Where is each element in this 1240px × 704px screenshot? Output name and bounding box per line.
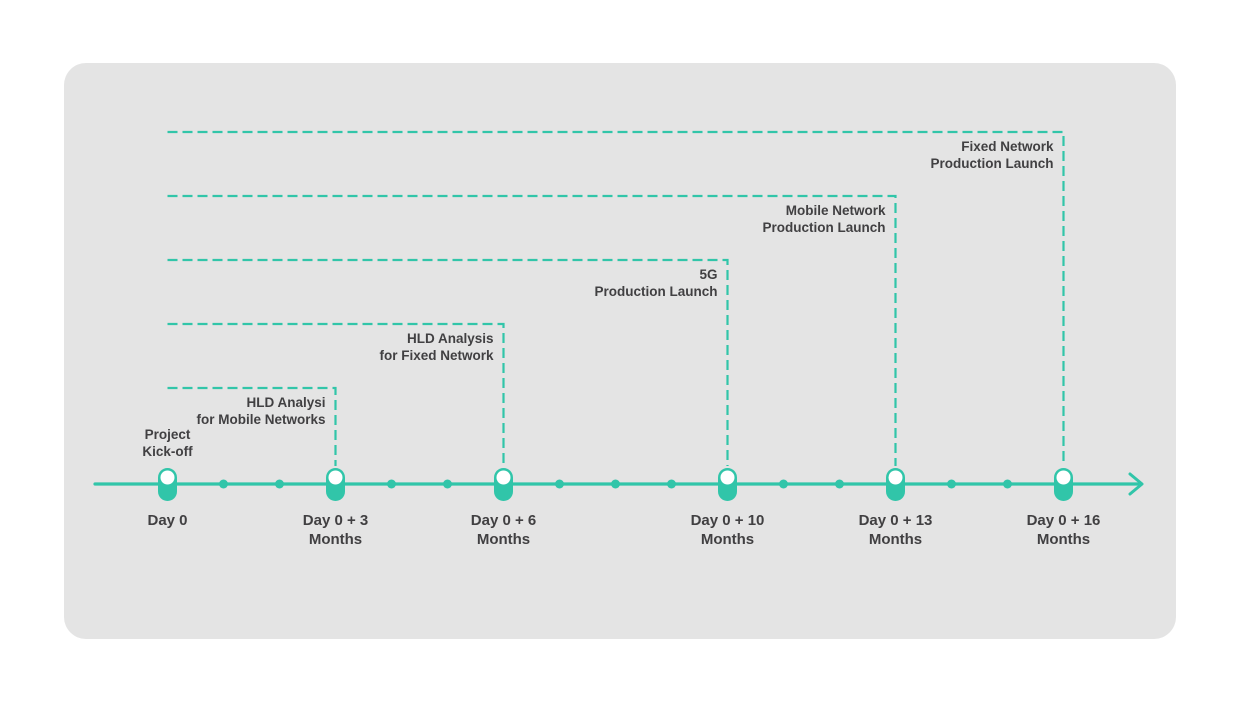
day-label: Day 0 + 3 Months [302,512,369,548]
day-label: Day 0 + 10 Months [690,512,765,548]
milestone-connector [167,322,505,466]
milestone-title: HLD Analysi for Mobile Networks [196,395,326,427]
milestone-connector [167,258,729,466]
month-dot [947,479,956,489]
month-dot [219,479,228,489]
month-dot [387,479,396,489]
month-dot [835,479,844,489]
milestone-title: Fixed Network Production Launch [930,139,1054,171]
month-dot [275,479,284,489]
month-dot [1003,479,1012,489]
milestone-marker-dot [1056,470,1071,485]
milestone-marker-dot [160,470,175,485]
month-dot [779,479,788,489]
milestone-marker-dot [496,470,511,485]
month-dot [443,479,452,489]
month-dot [611,479,620,489]
background-card [64,63,1176,639]
month-dot [555,479,564,489]
milestone-connector [167,194,897,466]
milestone-connector [167,386,337,466]
milestone-marker-dot [328,470,343,485]
day-label: Day 0 [147,512,188,529]
milestone-title: 5G Production Launch [594,267,718,299]
day-label: Day 0 + 6 Months [470,512,537,548]
day-label: Day 0 + 16 Months [1026,512,1101,548]
milestone-title: Mobile Network Production Launch [762,203,886,235]
milestone-title: HLD Analysis for Fixed Network [379,331,494,363]
month-dot [667,479,676,489]
milestone-marker-dot [720,470,735,485]
milestone-marker-dot [888,470,903,485]
milestone-connector [167,130,1065,466]
day-label: Day 0 + 13 Months [858,512,933,548]
milestone-title: Project Kick-off [142,427,193,459]
axis-arrowhead-icon [1128,472,1144,496]
